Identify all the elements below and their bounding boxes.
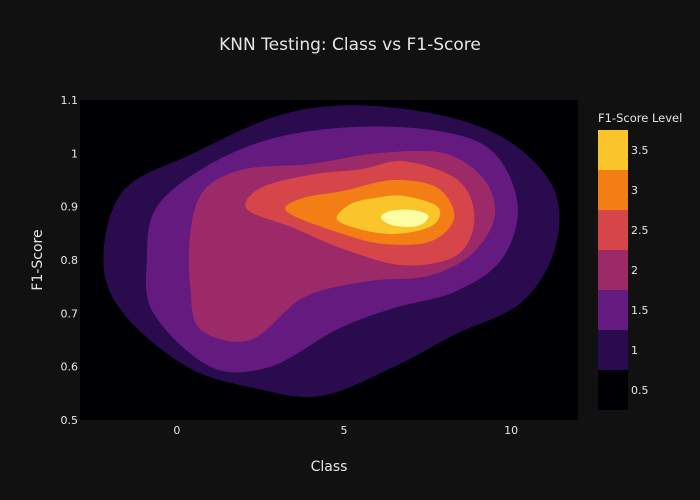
- y-tick-label: 1.1: [61, 94, 79, 107]
- y-axis-title: F1-Score: [30, 229, 46, 290]
- chart-title: KNN Testing: Class vs F1-Score: [219, 35, 481, 55]
- y-tick-label: 0.9: [61, 201, 79, 214]
- y-tick-label: 0.6: [61, 361, 79, 374]
- colorbar-band: [598, 210, 628, 250]
- colorbar-tick-label: 0.5: [631, 384, 649, 397]
- colorbar-band: [598, 370, 628, 410]
- colorbar-band: [598, 290, 628, 330]
- x-tick-label: 10: [504, 424, 518, 437]
- colorbar: F1-Score Level 0.5 1 1.5 2 2.5 3 3.5: [598, 111, 682, 410]
- colorbar-tick-label: 1.5: [631, 304, 649, 317]
- x-axis-title: Class: [311, 459, 348, 475]
- x-tick-label: 5: [341, 424, 348, 437]
- colorbar-tick-label: 2: [631, 264, 638, 277]
- x-tick-label: 0: [173, 424, 180, 437]
- colorbar-band: [598, 170, 628, 210]
- y-tick-label: 0.8: [61, 254, 79, 267]
- colorbar-tick-label: 3: [631, 184, 638, 197]
- x-axis: 0 5 10: [173, 424, 518, 437]
- y-tick-label: 1: [71, 147, 78, 160]
- colorbar-tick-label: 2.5: [631, 224, 649, 237]
- colorbar-tick-label: 1: [631, 344, 638, 357]
- contour-layer: [103, 105, 560, 398]
- colorbar-band: [598, 330, 628, 370]
- y-axis: 0.5 0.6 0.7 0.8 0.9 1 1.1: [61, 94, 79, 427]
- y-tick-label: 0.7: [61, 307, 79, 320]
- colorbar-band: [598, 250, 628, 290]
- y-tick-label: 0.5: [61, 414, 79, 427]
- colorbar-title: F1-Score Level: [598, 111, 682, 125]
- colorbar-tick-label: 3.5: [631, 144, 649, 157]
- colorbar-band: [598, 130, 628, 170]
- contour-level-3-75: [380, 209, 429, 227]
